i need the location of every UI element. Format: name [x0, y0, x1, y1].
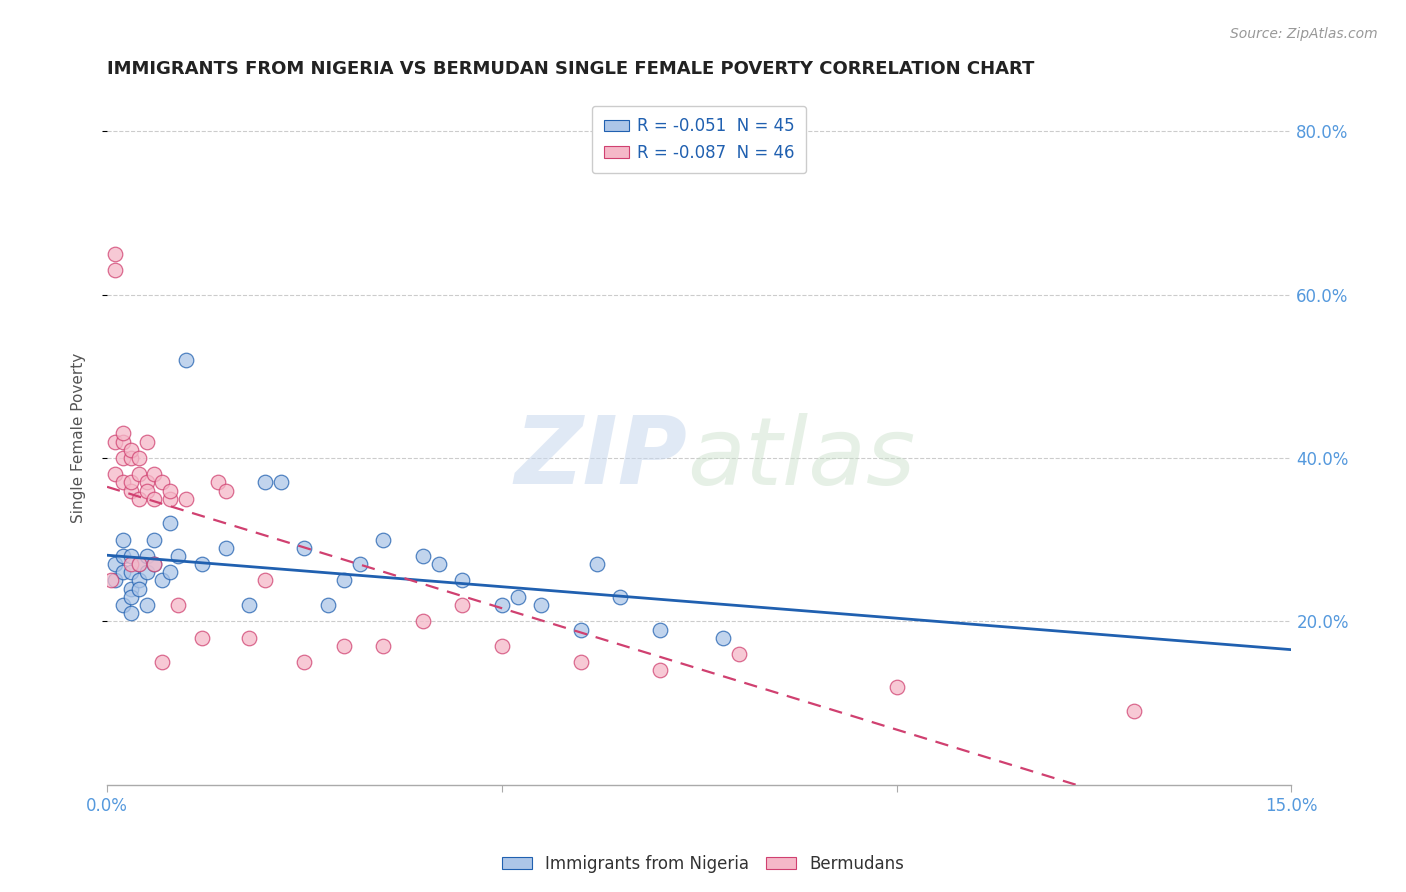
Point — [120, 606, 142, 620]
Point — [159, 566, 181, 580]
Point — [128, 574, 150, 588]
Point — [104, 467, 127, 482]
Point — [135, 434, 157, 449]
Point — [159, 516, 181, 531]
Point — [648, 623, 671, 637]
Point — [491, 598, 513, 612]
Point — [167, 549, 190, 563]
Point — [111, 566, 134, 580]
Point — [530, 598, 553, 612]
Point — [135, 549, 157, 563]
Point — [143, 467, 166, 482]
Point — [100, 574, 122, 588]
Point — [333, 574, 356, 588]
Legend: Immigrants from Nigeria, Bermudans: Immigrants from Nigeria, Bermudans — [495, 848, 911, 880]
Point — [451, 574, 474, 588]
Point — [128, 467, 150, 482]
Point — [167, 598, 190, 612]
Point — [143, 557, 166, 571]
Point — [427, 557, 450, 571]
Point — [111, 475, 134, 490]
Point — [111, 598, 134, 612]
Point — [120, 566, 142, 580]
Point — [135, 598, 157, 612]
Point — [711, 631, 734, 645]
Point — [451, 598, 474, 612]
Point — [585, 557, 607, 571]
Point — [111, 450, 134, 465]
Point — [150, 475, 173, 490]
Point — [128, 582, 150, 596]
Legend: R = -0.051  N = 45, R = -0.087  N = 46: R = -0.051 N = 45, R = -0.087 N = 46 — [592, 105, 807, 173]
Point — [349, 557, 371, 571]
Point — [120, 483, 142, 498]
Point — [609, 590, 631, 604]
Point — [120, 557, 142, 571]
Point — [120, 450, 142, 465]
Point — [569, 655, 592, 669]
Point — [886, 680, 908, 694]
Point — [104, 434, 127, 449]
Point — [373, 639, 395, 653]
Point — [238, 598, 260, 612]
Point — [159, 483, 181, 498]
Text: ZIP: ZIP — [515, 412, 688, 504]
Point — [111, 434, 134, 449]
Point — [143, 533, 166, 547]
Point — [120, 590, 142, 604]
Point — [120, 582, 142, 596]
Point — [569, 623, 592, 637]
Point — [207, 475, 229, 490]
Point — [104, 557, 127, 571]
Point — [159, 491, 181, 506]
Point — [294, 655, 316, 669]
Text: atlas: atlas — [688, 413, 915, 504]
Point — [128, 557, 150, 571]
Point — [135, 483, 157, 498]
Point — [120, 549, 142, 563]
Point — [150, 655, 173, 669]
Point — [253, 574, 276, 588]
Point — [270, 475, 292, 490]
Y-axis label: Single Female Poverty: Single Female Poverty — [72, 352, 86, 523]
Point — [412, 615, 434, 629]
Text: IMMIGRANTS FROM NIGERIA VS BERMUDAN SINGLE FEMALE POVERTY CORRELATION CHART: IMMIGRANTS FROM NIGERIA VS BERMUDAN SING… — [107, 60, 1035, 78]
Point — [143, 557, 166, 571]
Point — [491, 639, 513, 653]
Point — [253, 475, 276, 490]
Point — [111, 549, 134, 563]
Point — [104, 246, 127, 260]
Point — [191, 557, 214, 571]
Point — [128, 450, 150, 465]
Point — [191, 631, 214, 645]
Point — [506, 590, 529, 604]
Point — [111, 426, 134, 441]
Point — [294, 541, 316, 555]
Point — [135, 566, 157, 580]
Point — [373, 533, 395, 547]
Point — [316, 598, 339, 612]
Point — [238, 631, 260, 645]
Point — [214, 541, 236, 555]
Point — [104, 574, 127, 588]
Point — [648, 664, 671, 678]
Point — [214, 483, 236, 498]
Point — [727, 647, 749, 661]
Point — [150, 574, 173, 588]
Point — [128, 557, 150, 571]
Point — [111, 533, 134, 547]
Point — [412, 549, 434, 563]
Point — [174, 352, 197, 367]
Point — [174, 491, 197, 506]
Text: Source: ZipAtlas.com: Source: ZipAtlas.com — [1230, 27, 1378, 41]
Point — [1122, 704, 1144, 718]
Point — [120, 475, 142, 490]
Point — [143, 491, 166, 506]
Point — [135, 475, 157, 490]
Point — [128, 491, 150, 506]
Point — [120, 442, 142, 457]
Point — [104, 263, 127, 277]
Point — [333, 639, 356, 653]
